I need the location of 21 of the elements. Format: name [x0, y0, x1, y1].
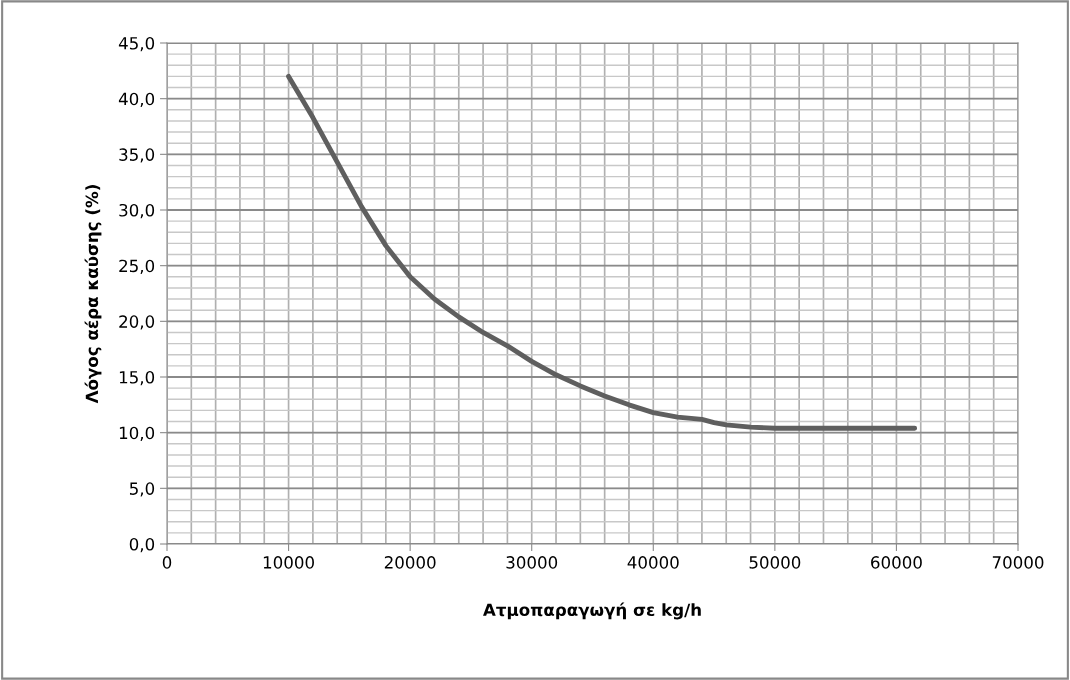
y-tick-label: 5,0	[129, 482, 155, 497]
y-tick-label: 40,0	[118, 92, 155, 107]
y-tick-label: 30,0	[119, 203, 155, 219]
x-tick-label: 40000	[627, 556, 679, 569]
y-tick-label: 0,0	[129, 537, 155, 553]
y-tick-label: 15,0	[119, 370, 155, 386]
x-tick-label: 10000	[263, 556, 314, 569]
x-tick-label: 0	[162, 556, 172, 569]
x-tick-label: 30000	[506, 556, 558, 569]
y-tick-label: 25,0	[119, 259, 155, 274]
x-tick-label: 60000	[871, 556, 922, 569]
x-tick-label: 70000	[992, 556, 1044, 569]
y-tick-label: 45,0	[118, 36, 155, 52]
line-series	[286, 73, 918, 431]
y-axis-title: Λόγος αέρα καύσης (%)	[84, 185, 102, 404]
y-tick-label: 10,0	[119, 426, 155, 441]
x-tick-label: 20000	[384, 556, 436, 569]
y-tick-label: 20,0	[119, 315, 155, 330]
x-tick-label: 50000	[749, 556, 801, 569]
y-tick-label: 35,0	[119, 148, 155, 163]
x-axis-title: Ατμοπαραγωγή σε kg/h	[483, 602, 701, 620]
